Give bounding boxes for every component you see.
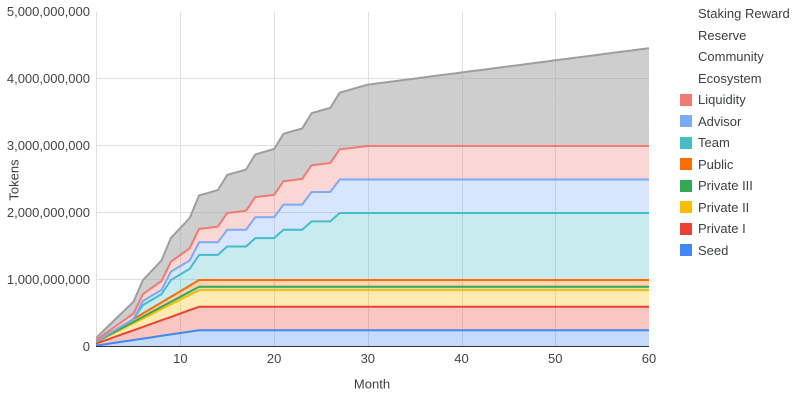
legend-item: Staking Reward [680, 3, 800, 25]
 [96, 289, 649, 344]
x-tick-label: 40 [454, 351, 469, 366]
y-tick-label: 1,000,000,000 [6, 272, 90, 287]
area-seed [96, 330, 649, 347]
legend-swatch-icon [680, 136, 692, 149]
y-tick-label: 3,000,000,000 [6, 138, 90, 153]
y-tick-label: 5,000,000,000 [6, 4, 90, 19]
 [96, 279, 649, 343]
legend-swatch-icon [680, 158, 692, 171]
legend-swatch-icon [680, 244, 692, 257]
y-tick-label: 2,000,000,000 [6, 205, 90, 220]
area-liquidity [96, 146, 649, 342]
x-tick-label: 50 [548, 351, 563, 366]
x-tick-label: 20 [266, 351, 282, 366]
legend-item: Team [680, 132, 800, 154]
legend-item: Public [680, 154, 800, 176]
legend-item: Private III [680, 175, 800, 197]
area-advisor [96, 179, 649, 342]
legend-item-label: Private I [698, 221, 746, 237]
legend-swatch-icon [680, 222, 692, 235]
 [96, 305, 649, 345]
legend-item-label: Private II [698, 199, 750, 215]
legend-item-label: Community [698, 49, 764, 65]
legend-swatch-icon [680, 201, 692, 214]
x-tick-label: 60 [641, 351, 657, 366]
legend-swatch-icon [680, 115, 692, 128]
y-tick-label: 0 [82, 339, 90, 354]
legend-item-label: Seed [698, 242, 729, 258]
x-axis-tick-labels: 10 20 30 40 50 60 [96, 351, 656, 367]
legend-item-label: Liquidity [698, 92, 746, 108]
x-axis-title: Month [353, 376, 391, 392]
x-tick-label: 30 [360, 351, 376, 366]
 [96, 145, 649, 342]
legend-item-label: Advisor [698, 113, 742, 129]
legend-item: Seed [680, 240, 800, 262]
legend-item: Community [680, 46, 800, 68]
legend-item-label: Team [698, 135, 730, 151]
legend-item-label: Staking Reward [698, 6, 790, 22]
plot-area[interactable] [96, 12, 649, 347]
x-tick-label: 10 [173, 351, 188, 366]
legend-item: Advisor [680, 111, 800, 133]
legend-item-label: Private III [698, 178, 753, 194]
area-private-i [96, 306, 649, 346]
legend-item: Reserve [680, 25, 800, 47]
area-staking-reward [96, 48, 649, 338]
 [96, 329, 649, 347]
legend-item: Ecosystem [680, 68, 800, 90]
legend-item-label: Ecosystem [698, 70, 762, 86]
y-tick-label: 4,000,000,000 [6, 71, 90, 86]
legend-item-label: Reserve [698, 27, 747, 43]
 [96, 47, 649, 339]
area-private-ii [96, 290, 649, 344]
legend: Staking Reward Reserve Community Ecosystem L… [680, 3, 800, 261]
legend-item-label: Public [698, 156, 734, 172]
legend-swatch-icon [680, 93, 692, 106]
 [96, 212, 649, 343]
 [96, 178, 649, 343]
legend-item: Liquidity [680, 89, 800, 111]
 [96, 285, 649, 343]
area-team [96, 213, 649, 342]
y-axis-tick-labels: 0 1,000,000,000 2,000,000,000 3,000,000,000… [0, 4, 90, 354]
legend-swatch-icon [680, 179, 692, 192]
legend-item: Private I [680, 218, 800, 240]
legend-item: Private II [680, 197, 800, 219]
